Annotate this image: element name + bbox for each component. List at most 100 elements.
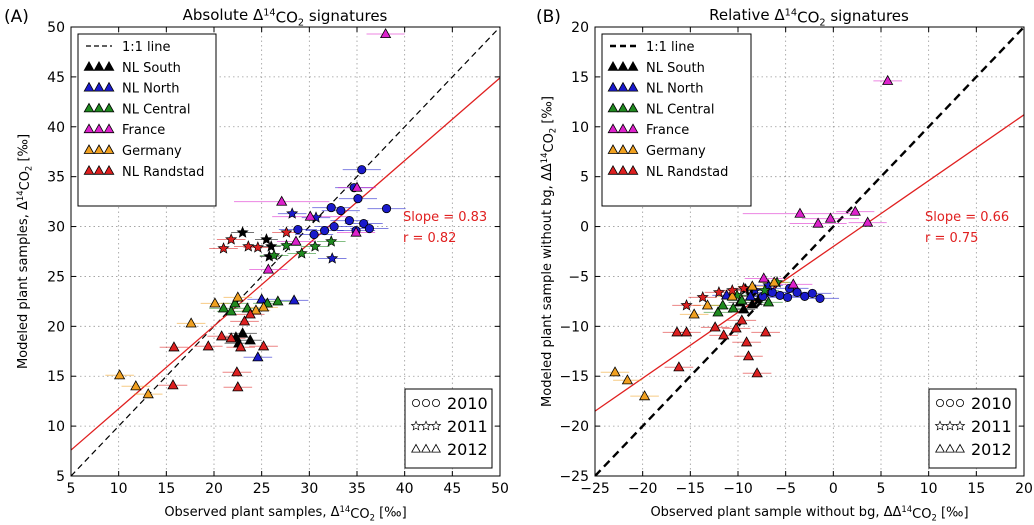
data-point xyxy=(849,205,861,216)
x-tick-label: 0 xyxy=(829,481,838,497)
data-point xyxy=(760,326,772,337)
data-point xyxy=(696,291,709,303)
data-point xyxy=(359,219,369,229)
data-point xyxy=(113,369,126,380)
data-point xyxy=(350,226,362,237)
data-point xyxy=(290,235,302,246)
data-point xyxy=(344,216,354,226)
legend-marker xyxy=(607,60,619,71)
data-point xyxy=(260,233,273,245)
legend-marker xyxy=(83,60,95,71)
y-tick-label: 25 xyxy=(47,269,65,285)
data-point xyxy=(217,242,230,254)
series-markers-germany xyxy=(113,291,270,399)
legend-marker xyxy=(83,81,95,92)
year-legend-marker xyxy=(944,420,956,431)
y-tick-label: −15 xyxy=(559,369,589,385)
legend-label: NL North xyxy=(122,82,179,97)
chart-title: Absolute Δ14CO2​ signatures xyxy=(183,6,388,28)
legend-label: NL Randstad xyxy=(122,165,204,180)
data-point xyxy=(744,290,757,301)
legend-label: NL Central xyxy=(122,102,190,117)
series-markers-france xyxy=(758,74,894,289)
legend-marker xyxy=(103,81,115,92)
x-tick-label: 10 xyxy=(110,481,128,497)
axes-frame xyxy=(594,26,1025,477)
data-point xyxy=(202,340,214,351)
year-legend-label: 2012 xyxy=(971,440,1012,459)
series-markers-nl-central xyxy=(217,235,338,316)
y-tick-label: 10 xyxy=(47,419,65,435)
year-legend-marker xyxy=(431,443,441,453)
legend-label: 1:1 line xyxy=(646,40,695,55)
y-tick-label: −25 xyxy=(559,469,589,485)
data-point xyxy=(787,278,799,289)
y-tick-label: 35 xyxy=(47,170,65,186)
year-legend-marker xyxy=(411,398,420,407)
legend-marker xyxy=(103,102,115,113)
data-point xyxy=(775,290,785,300)
data-point xyxy=(862,216,874,227)
data-point xyxy=(680,299,693,311)
data-point xyxy=(185,317,197,328)
series-markers-germany xyxy=(609,276,780,401)
legend-box xyxy=(601,33,752,207)
data-point xyxy=(320,225,330,236)
x-tick-label: −25 xyxy=(580,481,610,497)
data-point xyxy=(609,366,621,377)
regression-line xyxy=(71,77,500,451)
legend-box xyxy=(77,33,217,207)
data-point xyxy=(638,390,651,401)
r-annotation: r = 0.82 xyxy=(403,231,456,246)
year-legend-marker xyxy=(430,420,442,431)
legend-marker xyxy=(617,164,629,175)
data-point xyxy=(304,210,316,221)
legend-marker xyxy=(617,144,629,154)
data-point xyxy=(231,366,243,377)
data-point xyxy=(730,322,742,333)
one-to-one-line xyxy=(71,27,500,476)
data-point xyxy=(142,388,154,399)
data-point xyxy=(329,221,339,232)
y-tick-label: 15 xyxy=(47,369,65,385)
year-legend: 2010 2011 2012 xyxy=(404,388,493,469)
legend-label: Germany xyxy=(646,144,706,159)
data-point xyxy=(726,290,738,301)
data-point xyxy=(767,287,777,297)
data-point xyxy=(167,379,179,390)
plot-area xyxy=(595,27,1024,476)
x-tick-label: 20 xyxy=(1015,481,1033,497)
slope-annotation: Slope = 0.66 xyxy=(925,210,1009,225)
data-point xyxy=(257,301,270,312)
data-point xyxy=(272,295,284,306)
legend-marker xyxy=(83,164,95,175)
data-point xyxy=(364,223,374,234)
y-tick-label: 45 xyxy=(47,70,65,86)
data-point xyxy=(758,272,770,283)
data-point xyxy=(351,181,363,192)
data-point xyxy=(768,276,780,287)
x-tick-label: 20 xyxy=(205,481,223,497)
legend-marker xyxy=(93,60,105,71)
regression-line xyxy=(595,114,1024,412)
data-point xyxy=(792,287,802,297)
plot-area xyxy=(71,27,500,476)
y-axis-label: Modeled plant samples, Δ14CO2​ [‰] xyxy=(15,134,33,369)
legend-marker xyxy=(617,60,629,71)
y-tick-label: 5 xyxy=(580,170,589,186)
data-point xyxy=(336,206,346,216)
x-tick-label: 15 xyxy=(157,481,175,497)
y-tick-label: 5 xyxy=(56,469,65,485)
series-markers-nl-randstad xyxy=(671,282,772,378)
legend-label: NL Central xyxy=(646,102,714,117)
legend-label: France xyxy=(646,123,689,138)
year-legend-marker xyxy=(411,443,421,453)
y-axis-label: Modeled plant sample without bg, ΔΔ14CO2… xyxy=(539,96,557,407)
data-point xyxy=(257,340,270,351)
data-point xyxy=(751,367,763,378)
legend-marker xyxy=(93,144,105,154)
year-legend-marker xyxy=(410,420,422,431)
data-point xyxy=(236,327,249,338)
data-point xyxy=(807,288,817,298)
x-tick-label: 30 xyxy=(300,481,318,497)
